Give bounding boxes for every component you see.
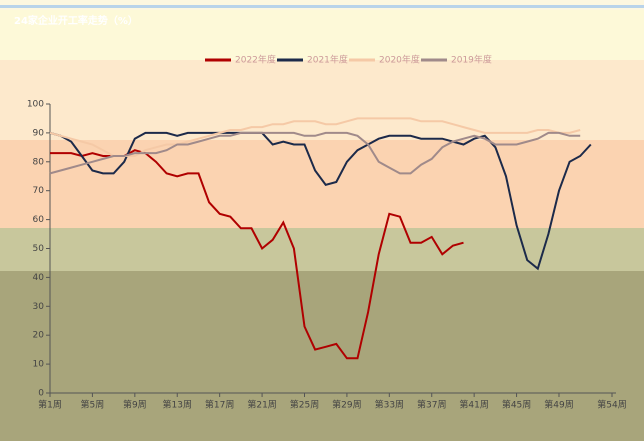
x-tick-label: 第49周	[544, 399, 573, 411]
band	[0, 271, 644, 441]
x-tick-label: 第21周	[247, 399, 276, 411]
legend-label: 2022年度	[235, 54, 276, 66]
x-tick-label: 第37周	[417, 399, 446, 411]
band	[0, 10, 644, 60]
y-tick-label: 60	[33, 215, 45, 225]
series-line	[49, 131, 581, 175]
x-tick-label: 第41周	[459, 399, 488, 411]
y-tick-label: 90	[33, 128, 45, 138]
x-tick-label: 第17周	[205, 399, 234, 411]
y-tick-label: 30	[33, 302, 45, 312]
x-tick-label: 第13周	[163, 399, 192, 411]
chart-title: 24家企业开工率走势（%）	[14, 14, 138, 27]
legend-label: 2019年度	[451, 54, 492, 66]
x-tick-label: 第5周	[81, 399, 105, 411]
x-tick-label: 第1周	[38, 399, 62, 411]
series-line	[49, 131, 592, 271]
x-tick-label: 第25周	[290, 399, 319, 411]
legend-label: 2021年度	[307, 54, 348, 66]
top-strip	[0, 5, 644, 8]
legend-label: 2020年度	[379, 54, 420, 66]
y-tick-label: 70	[33, 186, 45, 196]
y-tick-label: 80	[33, 157, 45, 167]
x-tick-label: 第29周	[332, 399, 361, 411]
band	[0, 60, 644, 140]
band	[0, 228, 644, 271]
y-tick-label: 100	[27, 100, 44, 110]
y-tick-label: 0	[38, 389, 44, 399]
y-tick-label: 50	[33, 244, 45, 254]
y-tick-label: 20	[33, 331, 45, 341]
x-tick-label: 第33周	[375, 399, 404, 411]
x-tick-label: 第45周	[502, 399, 531, 411]
x-tick-label: 第54周	[597, 399, 626, 411]
y-tick-label: 10	[33, 360, 45, 370]
band	[0, 140, 644, 228]
x-tick-label: 第9周	[123, 399, 147, 411]
y-tick-label: 40	[33, 273, 45, 283]
